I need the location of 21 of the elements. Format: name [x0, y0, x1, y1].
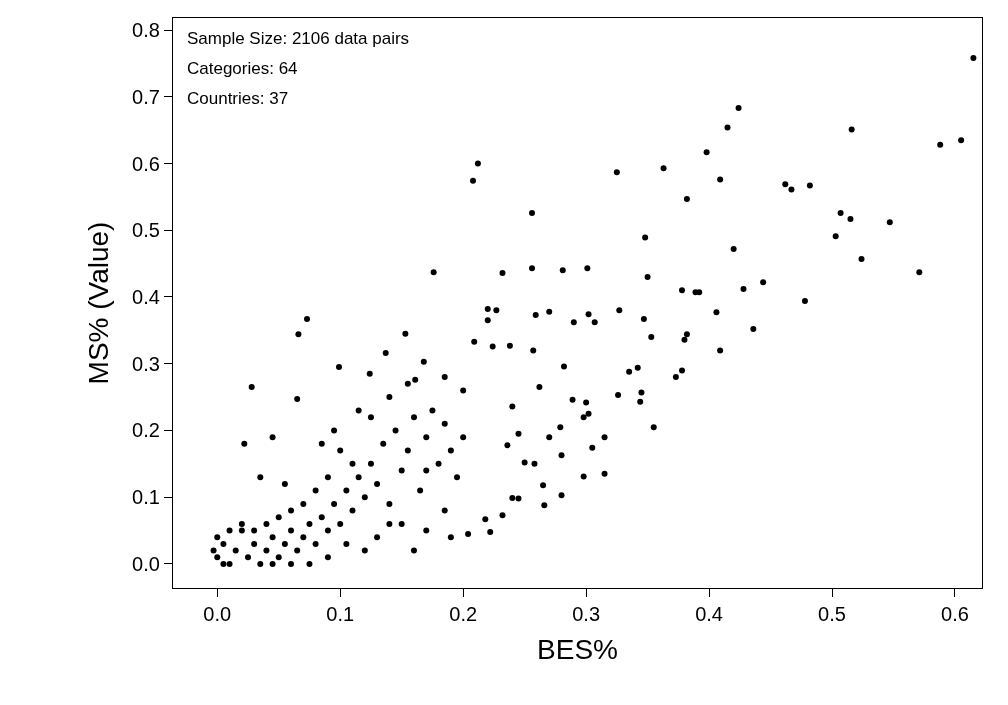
y-tick-label: 0.0	[132, 552, 160, 575]
annotation: Sample Size: 2106 data pairs	[187, 29, 410, 48]
y-tick-label: 0.4	[132, 285, 160, 308]
y-tick-label: 0.2	[132, 419, 160, 442]
y-tick-label: 0.8	[132, 19, 160, 42]
y-tick-label: 0.6	[132, 152, 160, 175]
x-tick-label: 0.1	[326, 603, 355, 626]
x-axis-title: BES%	[537, 634, 618, 666]
x-tick-label: 0.3	[572, 603, 601, 626]
x-tick-label: 0.2	[449, 603, 478, 626]
y-axis-title: MS% (Value)	[82, 221, 114, 385]
x-tick-label: 0.5	[818, 603, 846, 626]
x-tick-label: 0.4	[695, 603, 723, 626]
y-tick-label: 0.7	[132, 85, 160, 108]
annotation: Countries: 37	[187, 89, 289, 108]
y-tick-label: 0.5	[132, 219, 160, 242]
annotation: Categories: 64	[187, 59, 298, 78]
x-tick-label: 0.0	[203, 603, 232, 626]
x-tick-label: 0.6	[941, 603, 969, 626]
y-tick-label: 0.1	[132, 486, 160, 509]
y-tick-label: 0.3	[132, 352, 160, 375]
